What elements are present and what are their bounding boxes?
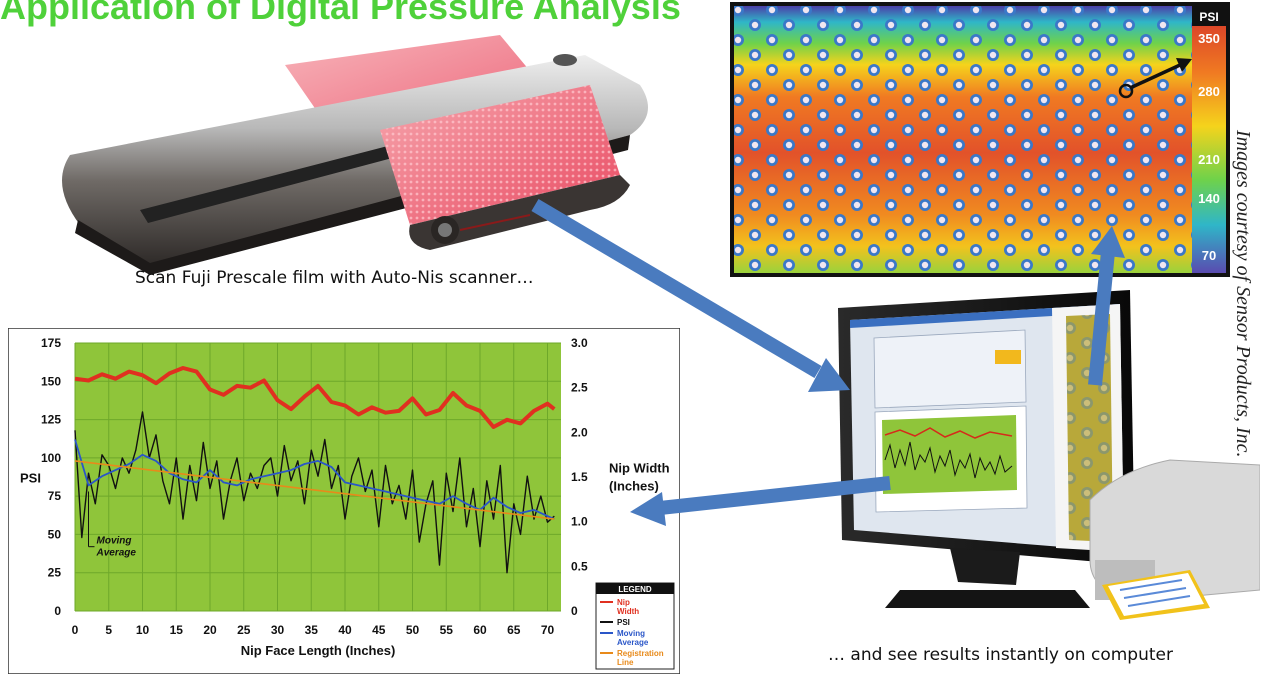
legend-label: Line bbox=[617, 658, 634, 667]
pointer-marker bbox=[1118, 83, 1134, 99]
x-tick-label: 55 bbox=[440, 623, 454, 637]
legend-label: Nip bbox=[617, 598, 630, 607]
legend-title: LEGEND bbox=[618, 585, 652, 594]
x-axis-label: Nip Face Length (Inches) bbox=[241, 643, 396, 658]
x-tick-label: 35 bbox=[305, 623, 319, 637]
x-tick-label: 50 bbox=[406, 623, 420, 637]
y2-axis-label-line: (Inches) bbox=[609, 478, 659, 493]
monitor-to-map-arrow bbox=[1088, 226, 1125, 386]
y2-tick-label: 0 bbox=[571, 604, 578, 618]
x-tick-label: 40 bbox=[338, 623, 352, 637]
pointer-arrow-icon bbox=[1129, 63, 1181, 90]
x-tick-label: 0 bbox=[72, 623, 79, 637]
y-tick-label: 75 bbox=[48, 489, 62, 503]
pressure-map: PSI 350 280 210 140 70 bbox=[730, 2, 1230, 277]
y2-tick-label: 1.5 bbox=[571, 470, 588, 484]
x-tick-label: 65 bbox=[507, 623, 521, 637]
annotation-label: Average bbox=[96, 548, 137, 559]
y2-tick-label: 2.5 bbox=[571, 381, 588, 395]
x-tick-label: 10 bbox=[136, 623, 150, 637]
legend-header bbox=[596, 583, 674, 594]
x-tick-label: 20 bbox=[203, 623, 217, 637]
legend-label: Moving bbox=[617, 629, 645, 638]
scanner-illustration bbox=[62, 35, 648, 275]
x-tick-label: 70 bbox=[541, 623, 555, 637]
annotation-label: Moving bbox=[97, 536, 132, 547]
x-tick-label: 60 bbox=[473, 623, 487, 637]
y2-axis-label-line: Nip Width bbox=[609, 460, 670, 475]
series-line-registration-line bbox=[74, 460, 555, 520]
y-tick-label: 150 bbox=[41, 374, 61, 388]
legend-label: Width bbox=[617, 607, 639, 616]
y-tick-label: 125 bbox=[41, 413, 61, 427]
y-tick-label: 175 bbox=[41, 336, 61, 350]
scanner-to-monitor-arrow bbox=[531, 198, 850, 392]
x-tick-label: 25 bbox=[237, 623, 251, 637]
y-axis-label: PSI bbox=[20, 470, 41, 485]
y-tick-label: 25 bbox=[48, 566, 62, 580]
results-caption: … and see results instantly on computer bbox=[828, 645, 1173, 665]
x-tick-label: 5 bbox=[105, 623, 112, 637]
legend-label: Average bbox=[617, 638, 649, 647]
y2-tick-label: 0.5 bbox=[571, 559, 588, 573]
series-line-psi bbox=[74, 411, 555, 574]
y-tick-label: 100 bbox=[41, 451, 61, 465]
nip-chart: 0 25 50 75 100 125 150 175 0 0.5 1.0 1.5 2.0 2.5 3.0 0 5… bbox=[8, 328, 680, 674]
scale-label: 140 bbox=[1198, 191, 1220, 206]
scale-label: 70 bbox=[1202, 248, 1216, 263]
y-tick-label: 0 bbox=[54, 604, 61, 618]
y-tick-label: 50 bbox=[48, 527, 62, 541]
scale-label: 280 bbox=[1198, 84, 1220, 99]
legend-box bbox=[595, 582, 675, 670]
scale-label: 210 bbox=[1198, 152, 1220, 167]
y2-tick-label: 3.0 bbox=[571, 336, 588, 350]
x-tick-label: 45 bbox=[372, 623, 386, 637]
scan-caption: Scan Fuji Prescale film with Auto-Nis sc… bbox=[135, 268, 534, 288]
series-line-nip-width bbox=[74, 366, 556, 429]
pressure-unit-label: PSI bbox=[1199, 10, 1218, 24]
legend-label: PSI bbox=[617, 618, 630, 627]
monitor-to-chart-arrow bbox=[630, 476, 891, 526]
x-tick-label: 15 bbox=[170, 623, 184, 637]
computer-illustration bbox=[838, 290, 1260, 620]
y2-tick-label: 2.0 bbox=[571, 425, 588, 439]
legend-label: Registration bbox=[617, 649, 664, 658]
page-title: Application of Digital Pressure Analysis bbox=[0, 0, 681, 27]
y2-tick-label: 1.0 bbox=[571, 515, 588, 529]
x-tick-label: 30 bbox=[271, 623, 285, 637]
scale-label: 350 bbox=[1198, 31, 1220, 46]
